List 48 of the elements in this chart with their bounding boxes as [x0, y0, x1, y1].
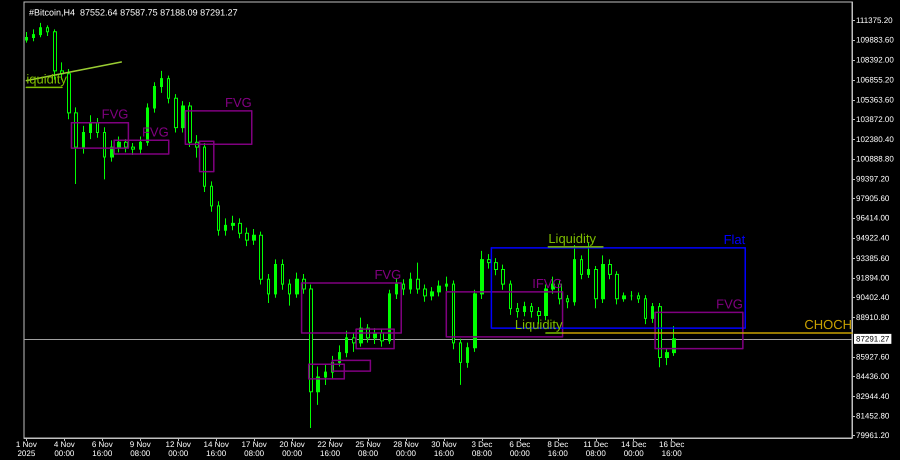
y-tick-label: 109883.60 [856, 36, 894, 45]
y-tick-label: 111375.20 [856, 16, 894, 25]
y-tick-label: 99397.20 [856, 174, 890, 184]
y-tick-label: 91894.00 [856, 273, 890, 282]
y-tick-label: 84436.00 [856, 372, 890, 382]
x-tick-label: 1 Nov 2025 [16, 440, 37, 458]
y-tick-label: 97905.60 [856, 194, 890, 204]
x-tick-label: 9 Nov 08:00 [130, 440, 151, 458]
y-tick-label: 82944.40 [856, 392, 890, 401]
series-label: FVG [102, 106, 128, 122]
y-tick-label: 90402.40 [856, 293, 890, 302]
y-tick-label: 103872.00 [856, 115, 894, 124]
ref-line-label: 87291.27 [856, 334, 890, 344]
x-tick-label: 22 Nov 16:00 [317, 440, 343, 458]
x-tick-label: 4 Nov 00:00 [54, 440, 75, 458]
y-tick-label: 100888.80 [856, 154, 894, 164]
x-tick-label: 12 Nov 00:00 [166, 440, 191, 458]
x-tick-label: 8 Dec 16:00 [547, 440, 568, 458]
x-tick-label: 16 Dec 16:00 [659, 440, 684, 458]
x-tick-label: 6 Dec 00:00 [509, 440, 530, 458]
y-tick-label: 81452.80 [856, 412, 890, 421]
x-tick-label: 14 Nov 16:00 [203, 440, 229, 458]
x-tick-label: 6 Nov 16:00 [92, 440, 113, 458]
x-tick-label: 11 Dec 08:00 [583, 440, 608, 458]
y-tick-label: 105363.60 [856, 95, 894, 104]
x-tick-label: 30 Nov 16:00 [431, 440, 457, 458]
x-tick-label: 17 Nov 08:00 [241, 440, 267, 458]
y-tick-label: 106855.20 [856, 76, 894, 85]
series-label: CHOCH [804, 317, 852, 332]
series-label: FVG [225, 94, 252, 110]
y-tick-label: 88910.80 [856, 312, 890, 322]
y-tick-label: 85927.60 [856, 352, 890, 362]
x-tick-label: 28 Nov 00:00 [393, 440, 419, 458]
x-tick-label: 3 Dec 08:00 [471, 440, 492, 458]
y-tick-label: 93385.60 [856, 254, 890, 263]
y-tick-label: 79961.20 [856, 431, 890, 440]
series-label: Liquidity [548, 230, 597, 246]
text: #Bitcoin,H4 87552.64 87587.75 87188.09 87291.27 [29, 8, 238, 18]
y-tick-label: 96414.00 [856, 214, 890, 223]
series-label: Flat [724, 232, 746, 247]
x-tick-label: 20 Nov 00:00 [279, 440, 305, 458]
y-tick-label: 102380.40 [856, 134, 894, 144]
y-tick-label: 108392.00 [856, 55, 894, 64]
y-tick-label: 94922.40 [856, 233, 890, 242]
x-tick-label: 25 Nov 08:00 [355, 440, 381, 458]
x-tick-label: 14 Dec 00:00 [621, 440, 646, 458]
series-label: FVG [716, 296, 743, 312]
series-label: FVG [374, 267, 402, 282]
